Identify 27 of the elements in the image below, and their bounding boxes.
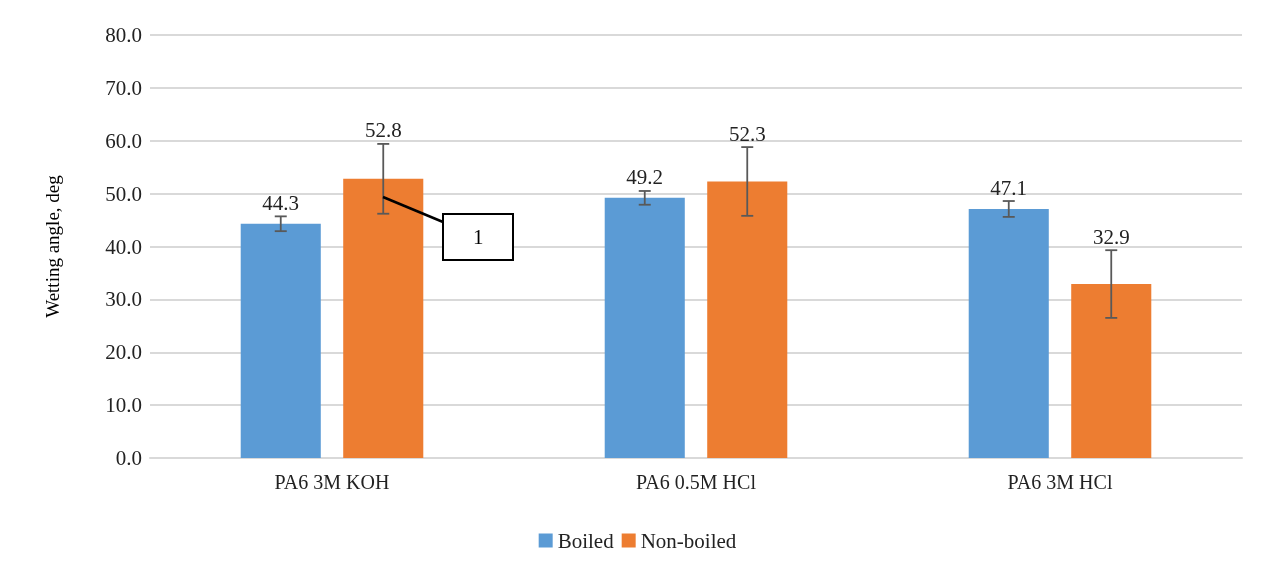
annotation: 1 <box>443 214 514 260</box>
y-tick-label: 60.0 <box>105 128 142 153</box>
y-axis-title: Wetting angle, deg <box>42 174 63 318</box>
data-label: 49.2 <box>626 165 664 190</box>
data-label: 52.8 <box>364 118 402 143</box>
data-label: 47.1 <box>990 175 1028 200</box>
bar <box>968 208 1049 458</box>
y-tick-label: 40.0 <box>105 234 142 259</box>
y-tick-label: 70.0 <box>105 75 142 100</box>
bar <box>707 181 788 458</box>
y-tick-label: 30.0 <box>105 287 142 312</box>
x-tick-label: PA6 0.5M HCl <box>636 471 757 493</box>
y-tick-label: 0.0 <box>115 446 142 470</box>
y-tick-label: 50.0 <box>105 181 142 206</box>
data-label: 52.3 <box>728 121 766 146</box>
y-tick-label: 20.0 <box>105 340 142 365</box>
y-tick-label: 10.0 <box>105 393 142 418</box>
bar <box>604 197 685 458</box>
x-tick-label: PA6 3M HCl <box>1007 471 1113 493</box>
data-label: 44.3 <box>262 190 300 215</box>
bar <box>1071 284 1152 458</box>
legend-label: Boiled <box>557 528 615 553</box>
bar <box>240 223 321 458</box>
legend-label: Non-boiled <box>640 528 737 553</box>
data-label: 32.9 <box>1092 224 1130 249</box>
x-tick-label: PA6 3M KOH <box>274 471 390 493</box>
y-tick-label: 80.0 <box>105 23 142 47</box>
